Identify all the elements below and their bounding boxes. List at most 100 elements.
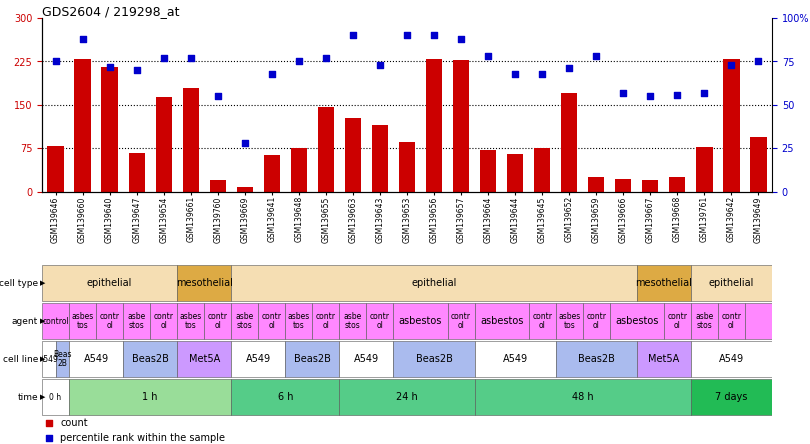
Bar [615, 179, 632, 192]
Bar [96, 303, 123, 339]
Point [509, 70, 522, 77]
Text: Met5A: Met5A [189, 354, 220, 364]
Bar [669, 178, 685, 192]
Bar [664, 303, 691, 339]
Point [698, 89, 711, 96]
Bar [399, 142, 415, 192]
Text: contr
ol: contr ol [154, 312, 173, 329]
Point [103, 63, 116, 70]
Bar [313, 303, 339, 339]
Bar [232, 265, 637, 301]
Bar [69, 379, 232, 415]
Text: asbestos: asbestos [615, 316, 659, 326]
Bar [697, 147, 713, 192]
Point [266, 70, 279, 77]
Bar [42, 341, 56, 377]
Text: ▶: ▶ [40, 356, 45, 362]
Bar [182, 87, 198, 192]
Bar [123, 303, 150, 339]
Bar [210, 180, 226, 192]
Point [43, 435, 56, 442]
Bar [48, 146, 64, 192]
Point [211, 93, 224, 100]
Bar [232, 379, 339, 415]
Text: 24 h: 24 h [396, 392, 418, 402]
Bar [561, 93, 578, 192]
Text: asbe
stos: asbe stos [343, 312, 362, 329]
Bar [177, 303, 204, 339]
Bar [285, 303, 313, 339]
Bar [556, 303, 582, 339]
Point [43, 420, 56, 427]
Text: 7 days: 7 days [715, 392, 748, 402]
Text: contr
ol: contr ol [667, 312, 688, 329]
Text: 6 h: 6 h [278, 392, 293, 402]
Bar [582, 303, 610, 339]
Bar [101, 67, 117, 192]
Point [347, 32, 360, 39]
Bar [285, 341, 339, 377]
Text: A549: A549 [245, 354, 271, 364]
Text: Beas
2B: Beas 2B [53, 350, 71, 368]
Text: A549: A549 [83, 354, 109, 364]
Text: epithelial: epithelial [87, 278, 132, 288]
Text: asbes
tos: asbes tos [71, 312, 94, 329]
Text: asbe
stos: asbe stos [236, 312, 254, 329]
Text: 1 h: 1 h [143, 392, 158, 402]
Text: GDS2604 / 219298_at: GDS2604 / 219298_at [42, 5, 180, 18]
Bar [691, 265, 772, 301]
Text: asbes
tos: asbes tos [558, 312, 580, 329]
Text: contr
ol: contr ol [262, 312, 282, 329]
Bar [42, 265, 177, 301]
Bar [745, 303, 772, 339]
Bar [394, 341, 475, 377]
Text: percentile rank within the sample: percentile rank within the sample [60, 433, 225, 444]
Text: asbestos: asbestos [399, 316, 442, 326]
Text: agent: agent [12, 317, 38, 325]
Point [319, 55, 332, 62]
Bar [750, 137, 766, 192]
Point [373, 61, 386, 68]
Text: count: count [60, 418, 87, 428]
Bar [177, 341, 232, 377]
Text: asbestos: asbestos [480, 316, 523, 326]
Point [238, 140, 251, 147]
Point [590, 53, 603, 60]
Bar [204, 303, 232, 339]
Text: cell line: cell line [2, 354, 38, 364]
Point [725, 61, 738, 68]
Text: epithelial: epithelial [709, 278, 754, 288]
Text: Met5A: Met5A [648, 354, 680, 364]
Bar [156, 98, 172, 192]
Text: 48 h: 48 h [572, 392, 594, 402]
Point [752, 58, 765, 65]
Bar [556, 341, 637, 377]
Point [428, 32, 441, 39]
Bar [42, 303, 69, 339]
Bar [507, 155, 523, 192]
Bar [232, 303, 258, 339]
Point [644, 93, 657, 100]
Bar [475, 341, 556, 377]
Text: contr
ol: contr ol [100, 312, 120, 329]
Bar [588, 178, 604, 192]
Text: A549: A549 [502, 354, 527, 364]
Text: time: time [17, 392, 38, 401]
Bar [723, 59, 740, 192]
Bar [453, 60, 469, 192]
Point [76, 36, 89, 43]
Bar [264, 155, 280, 192]
Point [482, 53, 495, 60]
Bar [318, 107, 334, 192]
Text: ▶: ▶ [40, 280, 45, 286]
Bar [75, 59, 91, 192]
Point [563, 65, 576, 72]
Text: contr
ol: contr ol [722, 312, 741, 329]
Bar [534, 148, 550, 192]
Point [49, 58, 62, 65]
Text: contr
ol: contr ol [207, 312, 228, 329]
Text: A549: A549 [354, 354, 379, 364]
Bar [718, 303, 745, 339]
Point [157, 55, 170, 62]
Bar [129, 153, 145, 192]
